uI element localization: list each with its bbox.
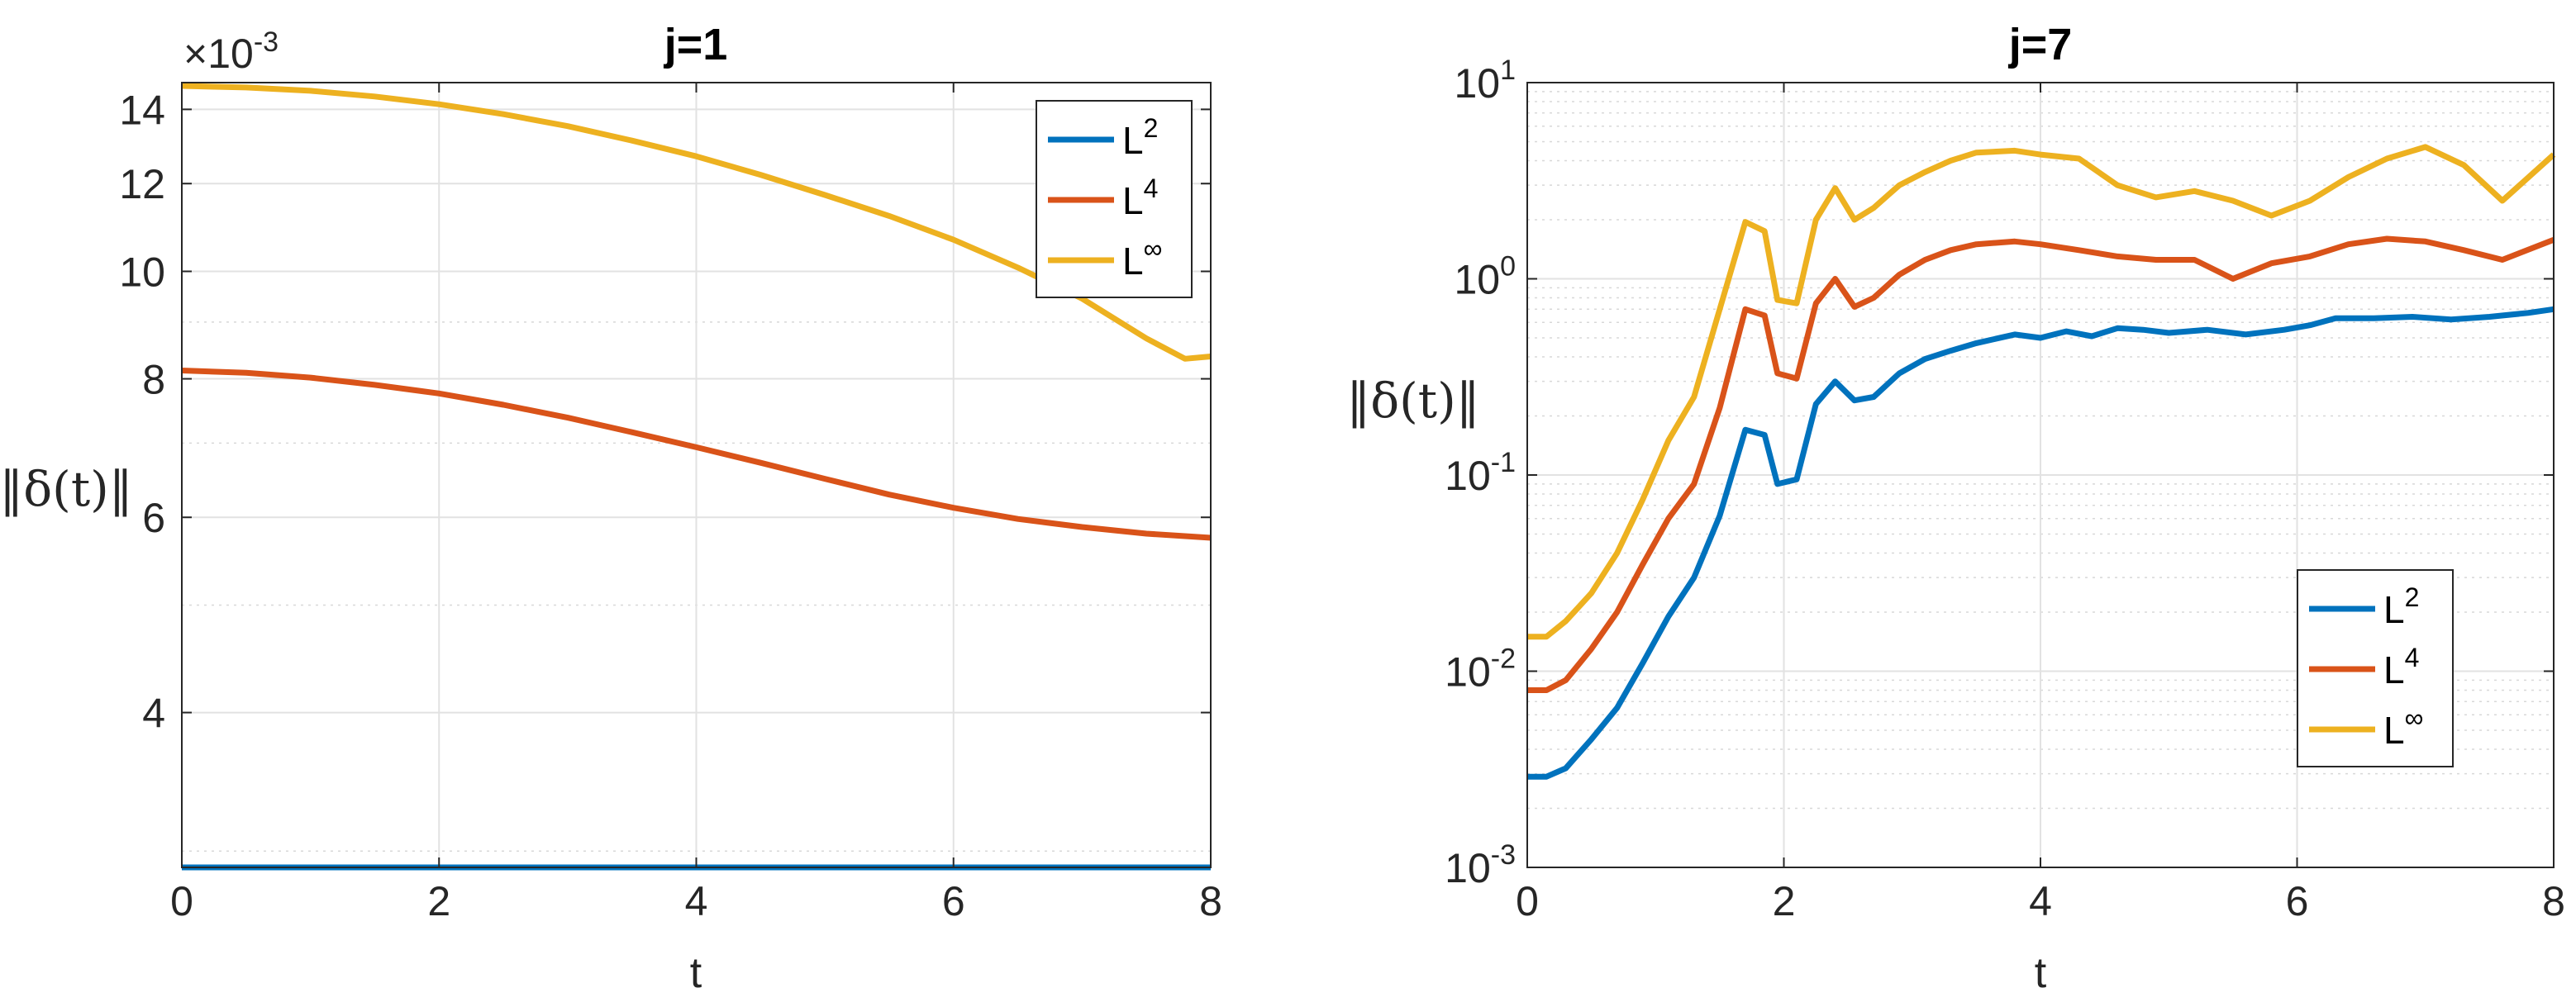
left-legend-sup-l2: 2 [1144,113,1159,143]
y-tick-label: 10 [119,249,165,296]
right-x-axis-label: t [2035,949,2047,997]
left-legend-label-l2: L2 [1122,113,1158,162]
x-tick-label: 0 [1516,878,1539,924]
left-legend-text-linf: L [1122,240,1144,283]
y-tick-exponent: -3 [1491,839,1516,871]
right-legend: L2 L4 L∞ [2297,569,2454,767]
right-legend-text-l4: L [2383,648,2405,691]
y-tick-label: 6 [142,495,165,541]
right-legend-text-l2: L [2383,588,2405,631]
right-legend-sup-linf: ∞ [2405,703,2424,733]
right-y-axis-label: ‖δ(t)‖ [1346,373,1479,429]
right-legend-sup-l2: 2 [2405,582,2420,612]
y-tick-base: 10 [1445,845,1491,891]
y-tick-label: 8 [142,357,165,403]
left-chart-title: j=1 [664,20,728,69]
y-tick-label: 10-2 [1445,644,1516,696]
left-panel: 0 2 4 6 8 4 6 8 10 12 14 j=1 t ‖δ(t)‖ ×10-3 L2 L4 … [0,20,1222,997]
right-legend-sup-l4: 4 [2405,643,2420,672]
left-exponent-power: -3 [254,26,279,58]
y-tick-exponent: 1 [1500,55,1516,86]
right-legend-label-l4: L4 [2383,643,2419,691]
series-line-linf [181,83,1212,362]
right-legend-label-l2: L2 [2383,582,2419,631]
y-tick-label: 10-1 [1445,447,1516,499]
left-legend-label-linf: L∞ [1122,234,1162,283]
y-tick-exponent: 0 [1500,251,1516,283]
left-legend-text-l2: L [1122,119,1144,162]
left-legend: L2 L4 L∞ [1036,100,1193,298]
x-tick-label: 6 [2286,878,2309,924]
y-tick-exponent: -2 [1491,644,1516,675]
y-tick-base: 10 [1454,257,1500,303]
left-legend-sup-l4: 4 [1144,173,1159,203]
right-chart-title: j=7 [2008,20,2073,69]
series-line-linf [1527,144,2556,640]
left-exponent-multiplier: ×10-3 [183,26,279,77]
left-legend-label-l4: L4 [1122,173,1158,222]
series-line-l2 [1527,306,2555,780]
left-exponent-base: ×10 [183,31,254,77]
x-tick-label: 4 [2029,878,2052,924]
left-legend-text-l4: L [1122,179,1144,222]
x-tick-label: 2 [1773,878,1796,924]
y-tick-label: 100 [1454,251,1516,303]
x-tick-label: 2 [427,878,450,924]
left-ticks: 0 2 4 6 8 4 6 8 10 12 14 [119,83,1222,924]
y-tick-base: 10 [1454,60,1500,107]
y-tick-label: 12 [119,161,165,207]
y-tick-label: 101 [1454,55,1516,107]
x-tick-label: 0 [170,878,193,924]
right-legend-text-linf: L [2383,709,2405,752]
y-tick-label: 4 [142,691,165,737]
y-tick-exponent: -1 [1491,447,1516,478]
series-line-l4 [181,368,1212,541]
x-tick-label: 6 [942,878,965,924]
x-tick-label: 4 [685,878,708,924]
y-tick-base: 10 [1445,453,1491,499]
x-tick-label: 8 [1199,878,1222,924]
y-tick-label: 10-3 [1445,839,1516,891]
series-line-l4 [1527,235,2555,693]
right-series-group [1527,144,2556,780]
x-tick-label: 8 [2542,878,2565,924]
left-legend-sup-linf: ∞ [1144,234,1163,264]
y-tick-label: 14 [119,87,165,133]
right-legend-label-linf: L∞ [2383,703,2423,752]
left-y-axis-label: ‖δ(t)‖ [0,461,133,517]
left-x-axis-label: t [690,949,702,997]
y-tick-base: 10 [1445,649,1491,696]
